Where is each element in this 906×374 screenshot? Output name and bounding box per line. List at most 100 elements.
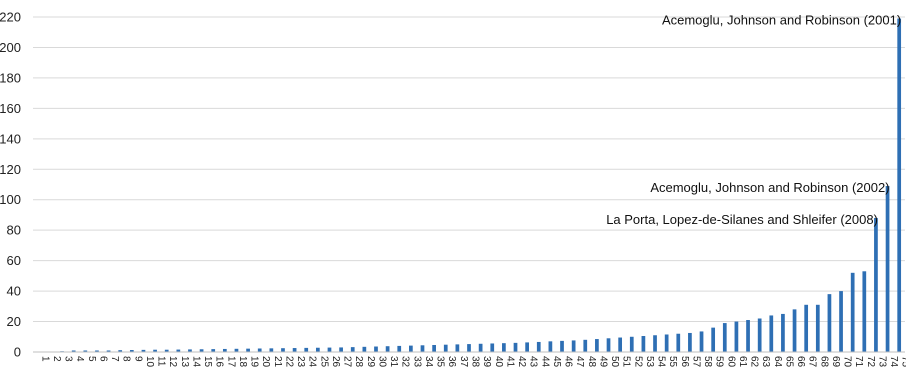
x-tick-label: 65	[783, 356, 794, 368]
x-tick-label: 16	[214, 356, 225, 368]
bar	[688, 332, 692, 352]
bar	[397, 345, 402, 352]
x-tick-label: 67	[807, 356, 818, 368]
x-tick-label: 68	[818, 356, 829, 368]
y-tick-label: 40	[7, 284, 21, 299]
x-tick-label: 21	[272, 356, 283, 368]
bar	[420, 345, 425, 352]
bar	[804, 304, 809, 352]
x-tick-label: 62	[749, 356, 760, 368]
y-tick-label: 120	[0, 162, 21, 177]
x-tick-label: 25	[318, 356, 329, 368]
x-tick-label: 52	[632, 356, 643, 368]
x-tick-label: 45	[551, 356, 562, 368]
x-tick-label: 54	[656, 356, 667, 368]
y-tick-label: 60	[7, 253, 21, 268]
x-tick-label: 39	[481, 356, 492, 368]
bar	[257, 348, 262, 352]
bar	[129, 350, 134, 352]
y-tick-label: 100	[0, 192, 21, 207]
x-tick-label: 49	[597, 356, 608, 368]
bar	[478, 343, 483, 352]
bar	[71, 350, 76, 352]
x-tick-label: 14	[190, 356, 201, 368]
x-tick-label: 15	[202, 356, 213, 368]
x-tick-label: 63	[760, 356, 771, 368]
x-tick-label: 44	[539, 356, 550, 368]
bar	[699, 331, 704, 352]
bar	[850, 272, 855, 352]
annotation-label: Acemoglu, Johnson and Robinson (2001)	[662, 13, 901, 28]
x-tick-label: 7	[109, 356, 120, 362]
x-tick-label: 66	[795, 356, 806, 368]
y-tick-label: 220	[0, 10, 21, 25]
bar	[246, 348, 250, 352]
x-tick-label: 4	[74, 356, 85, 362]
x-tick-label: 48	[586, 356, 597, 368]
bar	[792, 309, 797, 352]
bars	[48, 18, 902, 352]
bar	[362, 346, 367, 352]
bar	[118, 350, 123, 352]
bar	[234, 348, 239, 352]
bar	[781, 313, 785, 352]
bar	[106, 350, 111, 352]
bar	[374, 346, 378, 352]
bar	[746, 320, 750, 352]
annotation-label: Acemoglu, Johnson and Robinson (2002)	[650, 180, 889, 195]
x-tick-label: 18	[237, 356, 248, 368]
bar	[95, 350, 99, 352]
bar	[536, 341, 541, 352]
x-tick-label: 3	[63, 356, 74, 362]
x-tick-label: 13	[179, 356, 190, 368]
y-tick-label: 200	[0, 40, 21, 55]
x-tick-label: 10	[144, 356, 155, 368]
x-tick-label: 26	[330, 356, 341, 368]
bar	[502, 343, 506, 352]
x-tick-label: 40	[493, 356, 504, 368]
x-tick-label: 60	[725, 356, 736, 368]
x-tick-label: 55	[667, 356, 678, 368]
x-tick-label: 59	[714, 356, 725, 368]
x-tick-label: 22	[283, 356, 294, 368]
y-tick-label: 140	[0, 131, 21, 146]
bar	[211, 349, 216, 352]
x-tick-label: 30	[376, 356, 387, 368]
x-tick-label: 57	[690, 356, 701, 368]
x-tick-label: 6	[97, 356, 108, 362]
x-tick-label: 38	[470, 356, 481, 368]
x-tick-label: 1	[39, 356, 50, 362]
bar	[560, 340, 564, 352]
bar	[490, 343, 495, 352]
x-tick-label: 34	[423, 356, 434, 368]
gridlines	[33, 16, 905, 323]
x-tick-label: 31	[388, 356, 399, 368]
x-tick-label: 75	[900, 356, 906, 368]
x-tick-label: 32	[400, 356, 411, 368]
bar	[304, 347, 309, 352]
bar	[757, 318, 762, 352]
bar	[164, 349, 169, 352]
x-tick-label: 23	[295, 356, 306, 368]
y-tick-label: 180	[0, 70, 21, 85]
x-tick-label: 24	[307, 356, 318, 368]
bar	[513, 342, 518, 352]
bar	[897, 18, 902, 352]
bar	[339, 347, 343, 352]
bar	[199, 349, 204, 352]
bar	[153, 349, 157, 352]
bar	[815, 304, 820, 352]
x-tick-label: 2	[51, 356, 62, 362]
bar	[409, 345, 413, 352]
x-tick-label: 12	[167, 356, 178, 368]
y-tick-label: 0	[14, 345, 21, 360]
x-tick-label: 56	[679, 356, 690, 368]
bar	[350, 347, 355, 352]
y-tick-label: 20	[7, 314, 21, 329]
bar	[583, 339, 588, 352]
x-tick-label: 5	[86, 356, 97, 362]
annotation-label: La Porta, Lopez-de-Silanes and Shleifer …	[606, 212, 878, 227]
bar	[653, 335, 657, 352]
x-tick-label: 11	[156, 356, 167, 367]
